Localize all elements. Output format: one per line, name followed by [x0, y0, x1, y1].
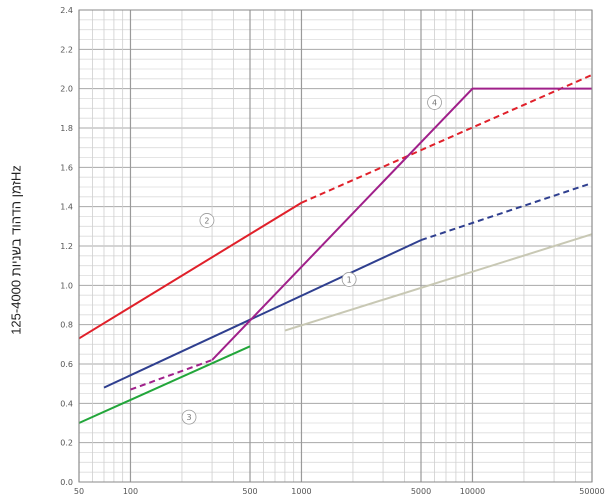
series-lines [78, 73, 593, 424]
series-unlabeled-line [284, 233, 593, 332]
y-tick-label: 0.4 [60, 399, 73, 408]
plot-frame [78, 9, 593, 483]
y-tick-label: 1.8 [60, 124, 73, 133]
y-tick-label: 0.2 [60, 439, 73, 448]
series-2-dashed-line [301, 73, 593, 204]
x-tick-label: 5000 [411, 487, 431, 496]
x-tick-label: 50 [74, 487, 84, 496]
y-tick-label: 2.4 [60, 6, 73, 15]
series-3-line [78, 345, 251, 424]
x-tick-label: 1000 [291, 487, 311, 496]
y-tick-label: 1.0 [60, 281, 73, 290]
series-markers: 1 2 3 4 [181, 95, 442, 425]
grid [78, 9, 593, 483]
y-tick-label: 0.8 [60, 321, 73, 330]
y-axis-label: זמן הדהוד בשניות 125-4000Hz [8, 165, 24, 335]
series-2-marker-label: 2 [204, 216, 209, 225]
y-tick-label: 2.2 [60, 45, 73, 54]
y-tick-labels: 0.0 0.2 0.4 0.6 0.8 1.0 1.2 1.4 1.6 1.8 2.0 2.2 2.4 [60, 6, 73, 487]
series-4-dashed-line [130, 359, 213, 391]
series-2-line [78, 201, 302, 340]
y-tick-label: 0.6 [60, 360, 73, 369]
x-tick-labels: 50 100 500 1000 5000 10000 50000 [74, 487, 605, 496]
series-4-marker-label: 4 [432, 98, 437, 107]
series-1-marker-label: 1 [347, 275, 352, 284]
y-tick-label: 0.0 [60, 478, 73, 487]
y-tick-label: 1.2 [60, 242, 73, 251]
series-1-marker [341, 272, 357, 287]
x-tick-label: 10000 [460, 487, 485, 496]
y-tick-label: 1.4 [60, 203, 73, 212]
series-3-marker [181, 409, 197, 425]
series-4-line [211, 87, 592, 361]
series-2-marker [199, 213, 215, 228]
series-1-dashed-line [420, 182, 593, 242]
x-tick-label: 50000 [579, 487, 604, 496]
x-tick-label: 500 [242, 487, 257, 496]
series-1-line [103, 239, 422, 389]
series-4-marker [427, 95, 442, 110]
y-tick-label: 2.0 [60, 85, 73, 94]
x-tick-label: 100 [123, 487, 138, 496]
y-tick-label: 1.6 [60, 163, 73, 172]
y-axis-label-container: זמן הדהוד בשניות 125-4000Hz [4, 40, 28, 460]
series-3-marker-label: 3 [186, 413, 191, 422]
